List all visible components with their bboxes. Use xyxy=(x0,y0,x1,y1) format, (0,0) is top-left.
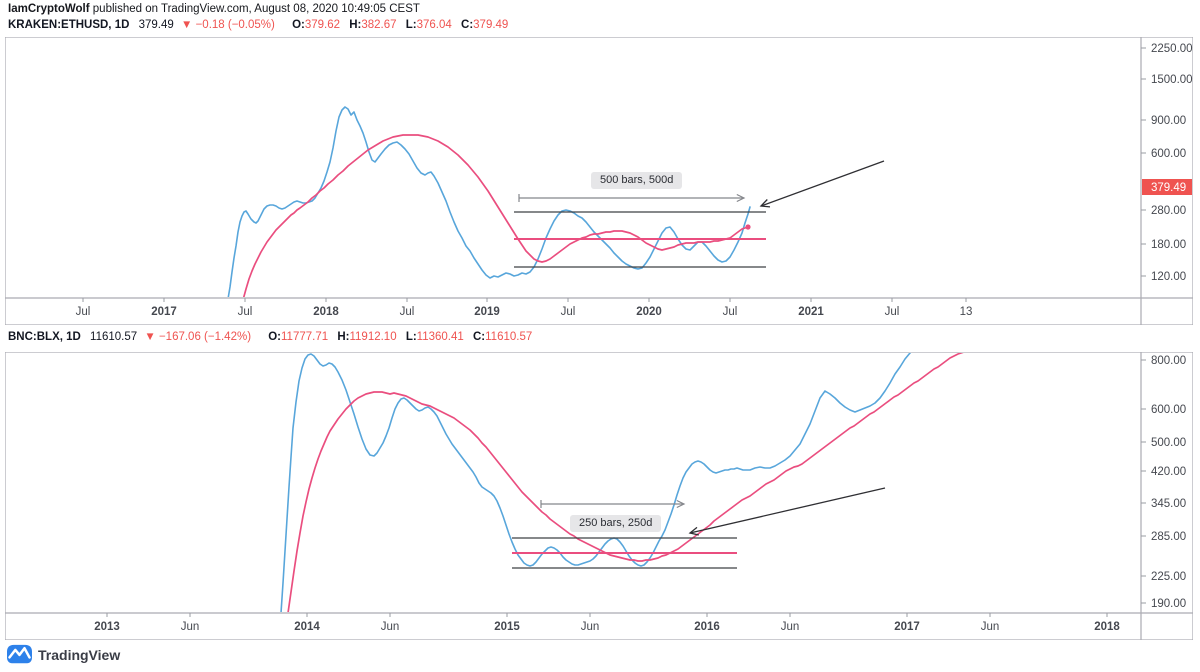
price-tick-label: 900.00 xyxy=(1151,115,1186,127)
bottom-open-label: O: xyxy=(268,331,282,343)
top-close-value: 379.49 xyxy=(473,19,509,31)
pointer-arrow-line xyxy=(760,160,885,207)
last-price-badge xyxy=(1142,179,1192,195)
publish-text: published on TradingView.com, August 08,… xyxy=(89,3,420,15)
time-tick-label: 13 xyxy=(960,306,973,318)
tradingview-logo-text[interactable]: TradingView xyxy=(38,646,121,663)
price-tick-label: 285.00 xyxy=(1151,531,1186,543)
time-tick-label: Jul xyxy=(561,306,576,318)
measure-arrowhead xyxy=(676,499,686,509)
price-tick-label: 2250.00 xyxy=(1151,43,1193,55)
time-tick-label: 2014 xyxy=(294,621,320,633)
time-tick-label: Jul xyxy=(885,306,900,318)
price-tick-label: 120.00 xyxy=(1151,271,1186,283)
price-tick-label: 280.00 xyxy=(1151,205,1186,217)
price-tick-label: 420.00 xyxy=(1151,466,1186,478)
top-close-label: C: xyxy=(461,19,474,31)
pointer-arrowhead xyxy=(688,526,699,536)
blx-overlay-end-dot xyxy=(745,224,751,230)
price-tick-label: 800.00 xyxy=(1151,355,1186,367)
bottom-open-value: 11777.71 xyxy=(281,331,329,343)
measure-label-bottom: 250 bars, 250d xyxy=(570,515,662,532)
measure-label-top: 500 bars, 500d xyxy=(591,172,683,189)
bottom-high-value: 11912.10 xyxy=(349,331,397,343)
top-open-value: 379.62 xyxy=(304,19,341,31)
bottom-change: ▼ −167.06 (−1.42%) xyxy=(144,331,252,343)
publish-info: IamCryptoWolf published on TradingView.c… xyxy=(8,3,420,15)
time-tick-label: 2015 xyxy=(494,621,520,633)
time-tick-label: Jul xyxy=(238,306,253,318)
tradingview-logo-icon[interactable] xyxy=(7,644,32,665)
series-group xyxy=(280,353,964,612)
blx-overlay-line xyxy=(242,134,749,297)
top-open-label: O: xyxy=(292,19,305,31)
price-tick-label: 1500.00 xyxy=(1151,74,1193,86)
top-high-value: 382.67 xyxy=(361,19,397,31)
time-tick-label: 2017 xyxy=(151,306,177,318)
price-tick-label: 600.00 xyxy=(1151,404,1186,416)
price-tick-label: 190.00 xyxy=(1151,598,1186,610)
author-name: IamCryptoWolf xyxy=(8,3,90,15)
time-tick-label: Jun xyxy=(181,621,200,633)
price-tick-label: 345.00 xyxy=(1151,498,1186,510)
bottom-quote-bar: BNC:BLX, 1D 11610.57 ▼ −167.06 (−1.42%) … xyxy=(8,331,532,343)
time-tick-label: Jun xyxy=(981,621,1000,633)
time-tick-label: Jun xyxy=(581,621,600,633)
series-group xyxy=(227,106,751,297)
time-tick-label: 2020 xyxy=(636,306,662,318)
time-tick-label: 2018 xyxy=(313,306,339,318)
measure-arrowhead xyxy=(736,193,746,203)
top-high-label: H: xyxy=(349,19,362,31)
top-change: ▼ −0.18 (−0.05%) xyxy=(181,19,275,31)
price-tick-label: 500.00 xyxy=(1151,437,1186,449)
time-tick-label: 2013 xyxy=(94,621,120,633)
top-last-price: 379.49 xyxy=(138,19,174,31)
time-tick-label: 2021 xyxy=(798,306,824,318)
time-tick-label: Jun xyxy=(381,621,400,633)
time-tick-label: 2018 xyxy=(1094,621,1120,633)
bottom-close-value: 11610.57 xyxy=(485,331,533,343)
pointer-arrow-line xyxy=(689,487,886,534)
time-tick-label: Jul xyxy=(723,306,738,318)
bottom-close-label: C: xyxy=(473,331,486,343)
top-quote-bar: KRAKEN:ETHUSD, 1D 379.49 ▼ −0.18 (−0.05%… xyxy=(8,19,508,31)
top-low-value: 376.04 xyxy=(416,19,452,31)
footer: TradingView xyxy=(7,644,120,665)
bottom-chart-svg[interactable]: 800.00 600.00 500.00 420.00 345.00 285.00 225.… xyxy=(5,352,1193,640)
price-tick-label: 225.00 xyxy=(1151,571,1186,583)
price-tick-label: 180.00 xyxy=(1151,239,1186,251)
blx-smoothed-line xyxy=(287,353,964,612)
blx-close-line xyxy=(280,353,912,612)
price-tick-label: 600.00 xyxy=(1151,148,1186,160)
bottom-low-value: 11360.41 xyxy=(416,331,464,343)
time-tick-label: 2016 xyxy=(694,621,720,633)
bottom-high-label: H: xyxy=(337,331,350,343)
time-tick-label: Jul xyxy=(400,306,415,318)
time-tick-label: 2017 xyxy=(894,621,920,633)
bottom-last-price: 11610.57 xyxy=(90,331,138,343)
top-symbol: KRAKEN:ETHUSD, 1D xyxy=(8,19,130,31)
last-price-badge-value: 379.49 xyxy=(1151,182,1186,194)
time-tick-label: Jun xyxy=(781,621,800,633)
top-chart-svg[interactable]: 2250.00 1500.00 900.00 600.00 280.00 180.00 12… xyxy=(5,37,1193,325)
bottom-low-label: L: xyxy=(405,331,417,343)
top-low-label: L: xyxy=(405,19,417,31)
pointer-arrowhead xyxy=(759,199,771,208)
time-tick-label: 2019 xyxy=(474,306,500,318)
chart-frame xyxy=(5,352,1193,640)
bottom-symbol: BNC:BLX, 1D xyxy=(8,331,81,343)
time-tick-label: Jul xyxy=(76,306,91,318)
